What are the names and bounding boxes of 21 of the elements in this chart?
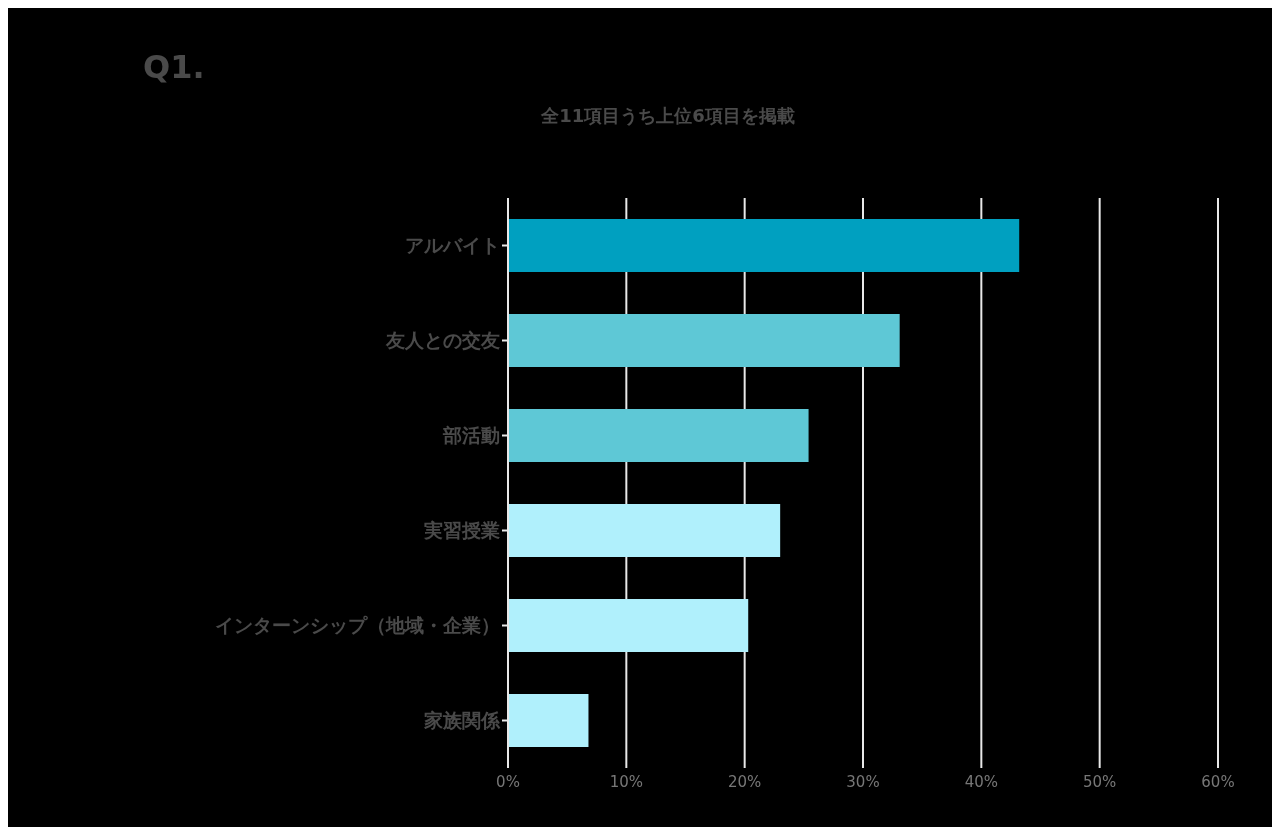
- y-tick-label: アルバイト: [405, 234, 500, 257]
- y-tick-label: 友人との交友: [385, 329, 500, 352]
- x-tick-label: 0%: [496, 772, 520, 791]
- bar: [508, 693, 589, 747]
- bar: [508, 313, 900, 367]
- y-tick-label: インターンシップ（地域・企業）: [215, 614, 500, 637]
- bar: [508, 218, 1020, 272]
- bar: [508, 598, 749, 652]
- y-tick-label: 実習授業: [423, 519, 500, 542]
- x-tick-label: 10%: [609, 772, 644, 791]
- x-tick-label: 60%: [1201, 772, 1235, 791]
- bar: [508, 408, 809, 462]
- text: Q1.: [143, 48, 205, 86]
- x-tick-label: 30%: [846, 772, 880, 791]
- x-tick-label: 40%: [964, 772, 999, 791]
- x-tick-label: 20%: [727, 772, 762, 791]
- bar: [508, 503, 781, 557]
- x-tick-label: 50%: [1082, 772, 1117, 791]
- y-tick-label: 家族関係: [423, 709, 501, 732]
- y-tick-label: 部活動: [442, 424, 500, 447]
- chart-subtitle: 全11項目うち上位6項目を掲載: [540, 104, 796, 128]
